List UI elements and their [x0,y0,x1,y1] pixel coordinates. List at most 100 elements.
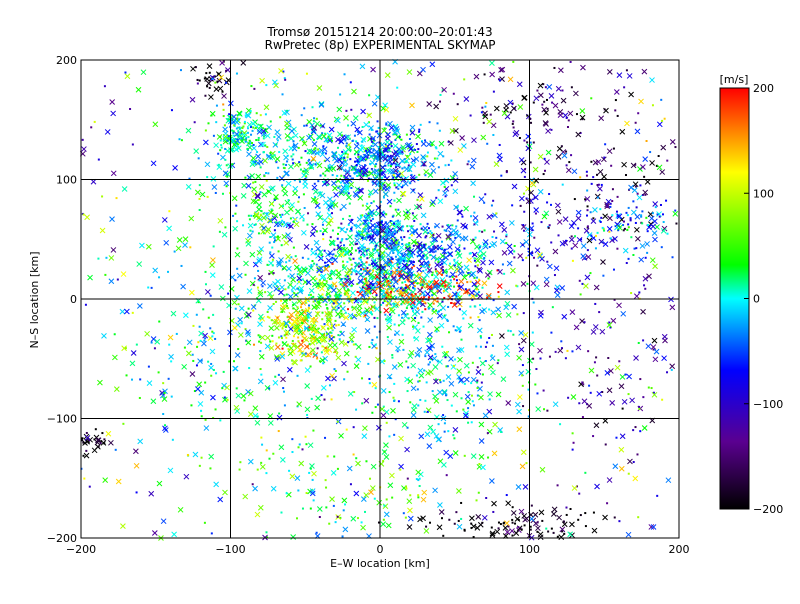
data-point-cross [350,165,357,172]
data-point-cross [321,217,328,224]
data-point-dot [521,384,524,387]
chart-title: Tromsø 20151214 20:00:00–20:01:43 [266,25,492,39]
data-point-dot [590,160,593,163]
data-point-cross [433,103,440,110]
data-point-cross [166,225,172,232]
data-point-dot [651,212,654,215]
data-point-cross [424,272,430,278]
data-point-cross [403,251,410,258]
data-point-cross [246,151,252,158]
data-point-dot [627,223,630,226]
data-point-dot [313,182,316,185]
data-point-cross [302,183,309,189]
data-point-dot [329,331,332,334]
data-point-dot [323,323,326,326]
data-point-dot [215,121,218,124]
data-point-dot [379,200,382,203]
data-point-cross [354,237,361,244]
data-point-cross [457,266,464,272]
data-point-dot [292,144,295,147]
chart-subtitle: RwPretec (8p) EXPERIMENTAL SKYMAP [265,38,496,52]
data-point-dot [395,238,398,241]
data-point-cross [386,373,393,380]
data-point-dot [389,242,392,245]
data-point-cross [315,245,321,252]
data-point-cross [448,140,454,146]
data-point-cross [537,153,544,160]
data-point-cross [330,287,337,294]
data-point-dot [434,270,437,273]
data-point-cross [426,101,433,107]
data-point-dot [269,120,272,123]
data-point-dot [448,518,451,521]
data-point-cross [384,143,391,150]
data-point-dot [445,365,448,368]
data-point-cross [640,164,646,170]
data-point-dot [616,247,619,250]
data-point-dot [385,247,388,250]
data-point-cross [371,288,378,295]
data-point-cross [326,273,333,279]
data-point-cross [390,168,396,175]
data-point-dot [444,284,447,287]
data-point-dot [311,106,314,109]
data-point-dot [417,479,420,482]
data-point-cross [288,311,295,318]
data-point-dot [599,208,602,211]
data-point-dot [311,126,314,129]
data-point-cross [389,472,395,479]
data-point-dot [336,308,339,311]
data-point-dot [168,210,171,213]
data-point-cross [217,496,224,503]
data-point-dot [373,248,376,251]
data-point-cross [170,310,177,317]
data-point-dot [354,160,357,163]
data-point-dot [281,311,284,314]
data-point-dot [244,328,247,331]
data-point-dot [455,275,458,278]
data-point-dot [206,85,209,88]
data-point-cross [332,185,338,192]
data-point-dot [420,257,423,260]
data-point-cross [651,337,658,344]
data-point-cross [388,306,395,313]
data-point-dot [481,106,484,109]
data-point-cross [274,156,281,162]
data-point-dot [367,236,370,239]
data-point-dot [497,78,500,81]
data-point-dot [363,154,366,157]
data-point-dot [421,299,424,302]
data-point-cross [311,184,318,191]
data-point-dot [281,223,284,226]
data-point-dot [442,534,445,537]
data-point-dot [113,333,116,336]
data-point-cross [343,183,350,190]
data-point-cross [369,285,376,291]
data-point-dot [298,161,301,164]
data-point-dot [530,121,533,124]
data-point-dot [606,206,609,209]
data-point-dot [269,152,272,155]
data-point-cross [406,524,413,530]
data-point-dot [282,70,285,73]
data-point-dot [262,212,265,215]
data-point-cross [543,281,550,288]
data-point-cross [575,131,582,138]
data-point-dot [308,158,311,161]
data-point-dot [367,221,370,224]
data-point-dot [296,517,299,520]
data-point-cross [516,81,523,88]
data-point-cross [384,72,391,78]
data-point-dot [379,149,382,152]
data-point-dot [390,267,393,270]
data-point-dot [344,152,347,155]
data-point-cross [638,256,645,263]
data-point-dot [417,148,420,151]
data-point-dot [211,335,214,338]
data-point-cross [82,440,88,446]
data-point-dot [490,333,493,336]
data-point-dot [421,263,424,266]
data-point-dot [396,290,399,293]
data-point-dot [436,300,439,303]
data-point-cross [110,110,117,117]
